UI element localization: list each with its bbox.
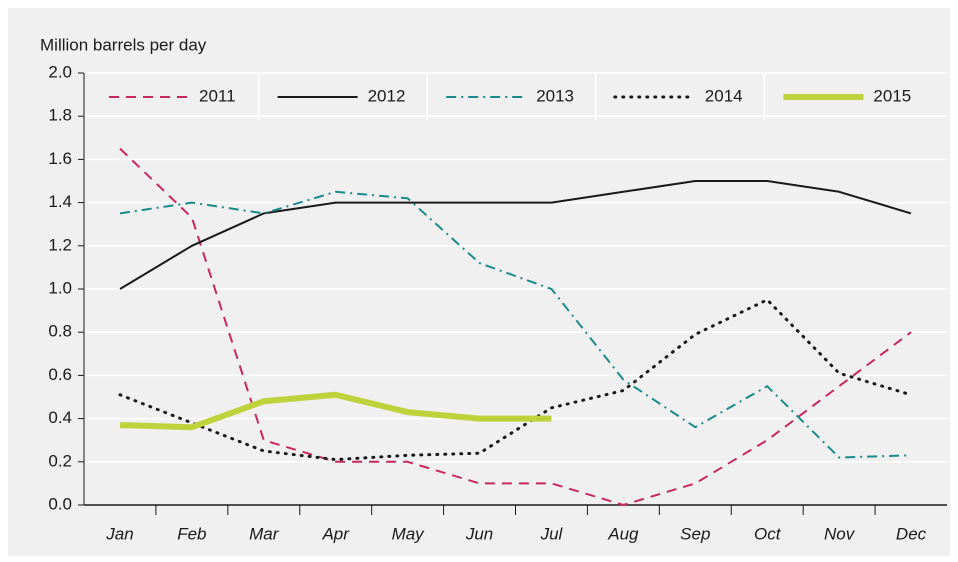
y-tick-label: 1.8 [48, 106, 72, 125]
y-tick-label: 1.0 [48, 278, 72, 297]
y-tick-label: 1.2 [48, 235, 72, 254]
y-tick-label: 0.4 [48, 408, 72, 427]
legend-label: 2014 [705, 86, 743, 105]
y-tick-label: 0.6 [48, 365, 72, 384]
y-tick-label: 0.2 [48, 451, 72, 470]
legend-label: 2015 [873, 86, 911, 105]
x-tick-label: Oct [754, 524, 782, 543]
x-tick-label: Aug [607, 524, 639, 543]
y-tick-label: 1.6 [48, 149, 72, 168]
x-tick-label: Sep [680, 524, 710, 543]
y-axis-label: Million barrels per day [40, 35, 207, 54]
legend-label: 2011 [199, 86, 236, 105]
x-tick-label: May [392, 524, 426, 543]
y-tick-label: 1.4 [48, 192, 72, 211]
x-tick-label: Apr [321, 524, 350, 543]
x-tick-label: Mar [249, 524, 280, 543]
legend-label: 2013 [536, 86, 574, 105]
x-tick-label: Dec [896, 524, 927, 543]
legend-label: 2012 [368, 86, 406, 105]
x-tick-label: Jun [465, 524, 493, 543]
x-tick-label: Jul [540, 524, 564, 543]
x-tick-label: Nov [824, 524, 856, 543]
x-tick-label: Jan [105, 524, 133, 543]
series-line [119, 180, 912, 290]
x-tick-label: Feb [177, 524, 206, 543]
y-tick-label: 0.8 [48, 322, 72, 341]
chart-background [8, 8, 950, 556]
series-line [119, 391, 552, 431]
y-tick-label: 2.0 [48, 62, 72, 81]
y-tick-label: 0.0 [48, 494, 72, 513]
series-line [119, 190, 912, 459]
